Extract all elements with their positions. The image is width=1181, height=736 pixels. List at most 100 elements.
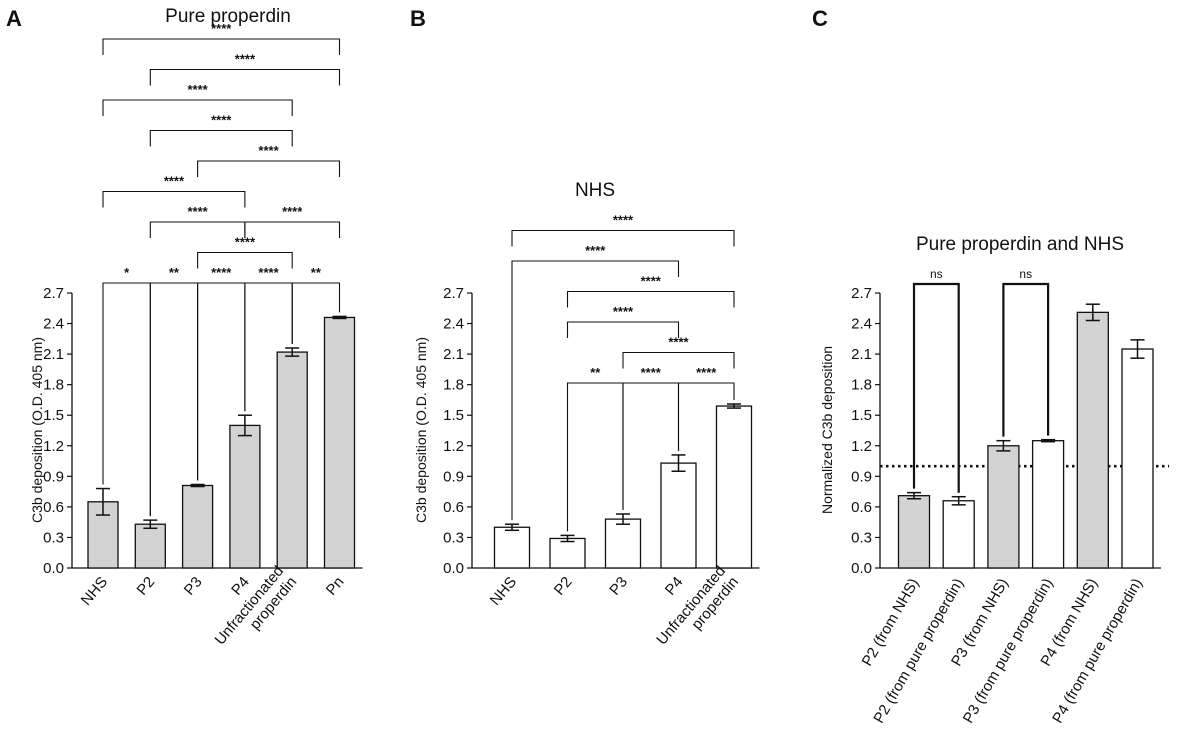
significance-label: *	[124, 265, 130, 280]
category-label: P4 (from pure properdin)	[1049, 576, 1146, 727]
category-label-line: P2	[134, 574, 159, 599]
y-tick-label: 0.3	[443, 529, 464, 546]
significance-bracket	[511, 260, 680, 521]
category-label: P2	[134, 574, 159, 599]
y-tick-label: 0.6	[851, 499, 872, 516]
significance-label: ****	[696, 365, 717, 380]
significance-bracket	[511, 229, 735, 247]
panel-c-title: Pure properdin and NHS	[916, 234, 1124, 255]
y-tick-label: 1.5	[851, 407, 872, 424]
category-label-line: P4	[662, 574, 687, 599]
bar-2	[549, 537, 586, 569]
significance-label: ****	[585, 243, 606, 258]
bar-6	[1121, 348, 1154, 569]
y-tick-label: 2.7	[443, 285, 464, 302]
y-tick-label: 0.3	[851, 529, 872, 546]
panel-letter-b: B	[410, 6, 426, 31]
significance-bracket	[197, 251, 293, 269]
y-tick-label: 0.3	[43, 529, 64, 546]
bar-6	[323, 316, 356, 569]
significance-label: **	[169, 265, 180, 280]
y-tick-label: 2.7	[851, 285, 872, 302]
y-tick-label: 0.9	[851, 468, 872, 485]
category-label-line: NHS	[487, 574, 520, 609]
panel-a-title: Pure properdin	[165, 6, 291, 27]
bar-2	[134, 523, 166, 569]
panel-b-ylabel: C3b deposition (O.D. 405 nm)	[413, 337, 429, 523]
category-label-line: NHS	[78, 574, 111, 609]
significance-label: **	[590, 365, 601, 380]
y-tick-label: 1.2	[851, 438, 872, 455]
significance-bracket	[149, 221, 246, 238]
y-tick-label: 1.8	[443, 377, 464, 394]
bar-3	[181, 484, 214, 569]
y-tick-label: 1.5	[43, 407, 64, 424]
y-tick-label: 1.2	[43, 438, 64, 455]
significance-bracket	[566, 290, 735, 308]
y-tick-label: 0.9	[43, 468, 64, 485]
significance-label: ****	[187, 82, 208, 97]
y-tick-label: 1.8	[43, 377, 64, 394]
category-label: P2	[551, 574, 576, 599]
significance-label: ****	[613, 304, 634, 319]
significance-bracket	[102, 282, 151, 517]
category-label: Unfractionatedproperdin	[212, 563, 301, 660]
panel-b-title: NHS	[575, 180, 615, 201]
significance-bracket	[566, 321, 680, 338]
y-tick-label: 2.4	[443, 316, 464, 333]
significance-label: ****	[211, 265, 232, 280]
significance-bracket	[244, 221, 341, 238]
bar-3	[987, 445, 1020, 569]
bar-4	[1031, 440, 1065, 569]
significance-label: ns	[930, 267, 943, 281]
category-label: P4	[662, 574, 687, 599]
bar-4	[660, 462, 697, 569]
bar-5	[1076, 311, 1109, 569]
panel-b-chart: 0.0 0.3 0.6 0.9 1.2 1.5 1.8 2.1 2.4 2.7 NHS P2 P3 P4U…	[443, 213, 760, 660]
category-label-line: Pn	[323, 574, 348, 599]
bar-1	[493, 526, 531, 569]
significance-bracket	[149, 68, 341, 86]
significance-label: ****	[668, 335, 689, 350]
y-tick-label: 0.6	[43, 499, 64, 516]
significance-label: ****	[282, 204, 303, 219]
significance-label: ****	[211, 21, 232, 36]
bar-5	[276, 351, 308, 569]
significance-label: ****	[211, 113, 232, 128]
significance-bracket	[622, 351, 735, 369]
significance-bracket	[912, 282, 960, 493]
category-label: Pn	[323, 574, 348, 599]
bar-5	[715, 405, 753, 569]
significance-label: ****	[235, 235, 256, 250]
significance-label: ****	[613, 213, 634, 228]
category-label: Unfractionatedproperdin	[653, 563, 742, 660]
category-label-line: P4 (from pure properdin)	[1049, 576, 1146, 727]
significance-bracket	[102, 99, 293, 116]
significance-bracket	[102, 38, 341, 55]
bar-1	[897, 495, 931, 569]
significance-label: ****	[641, 365, 662, 380]
y-tick-label: 2.4	[851, 316, 872, 333]
category-label: P3	[606, 574, 631, 599]
significance-label: ****	[187, 204, 208, 219]
y-tick-label: 0.0	[851, 560, 872, 577]
panel-letter-a: A	[6, 6, 22, 31]
significance-label: ****	[258, 143, 279, 158]
category-label-line: P3	[181, 574, 206, 599]
y-tick-label: 0.0	[443, 560, 464, 577]
significance-bracket	[291, 282, 341, 344]
y-tick-label: 0.0	[43, 560, 64, 577]
significance-bracket	[149, 282, 199, 517]
panel-c-ylabel: Normalized C3b deposition	[819, 346, 835, 514]
y-tick-label: 1.2	[443, 438, 464, 455]
significance-bracket	[102, 190, 246, 208]
y-tick-label: 2.4	[43, 316, 64, 333]
y-tick-label: 2.1	[43, 346, 64, 363]
y-tick-label: 1.8	[851, 377, 872, 394]
y-tick-label: 2.1	[443, 346, 464, 363]
category-label: NHS	[487, 574, 520, 609]
y-tick-label: 0.6	[443, 499, 464, 516]
category-label-line: P3	[606, 574, 631, 599]
